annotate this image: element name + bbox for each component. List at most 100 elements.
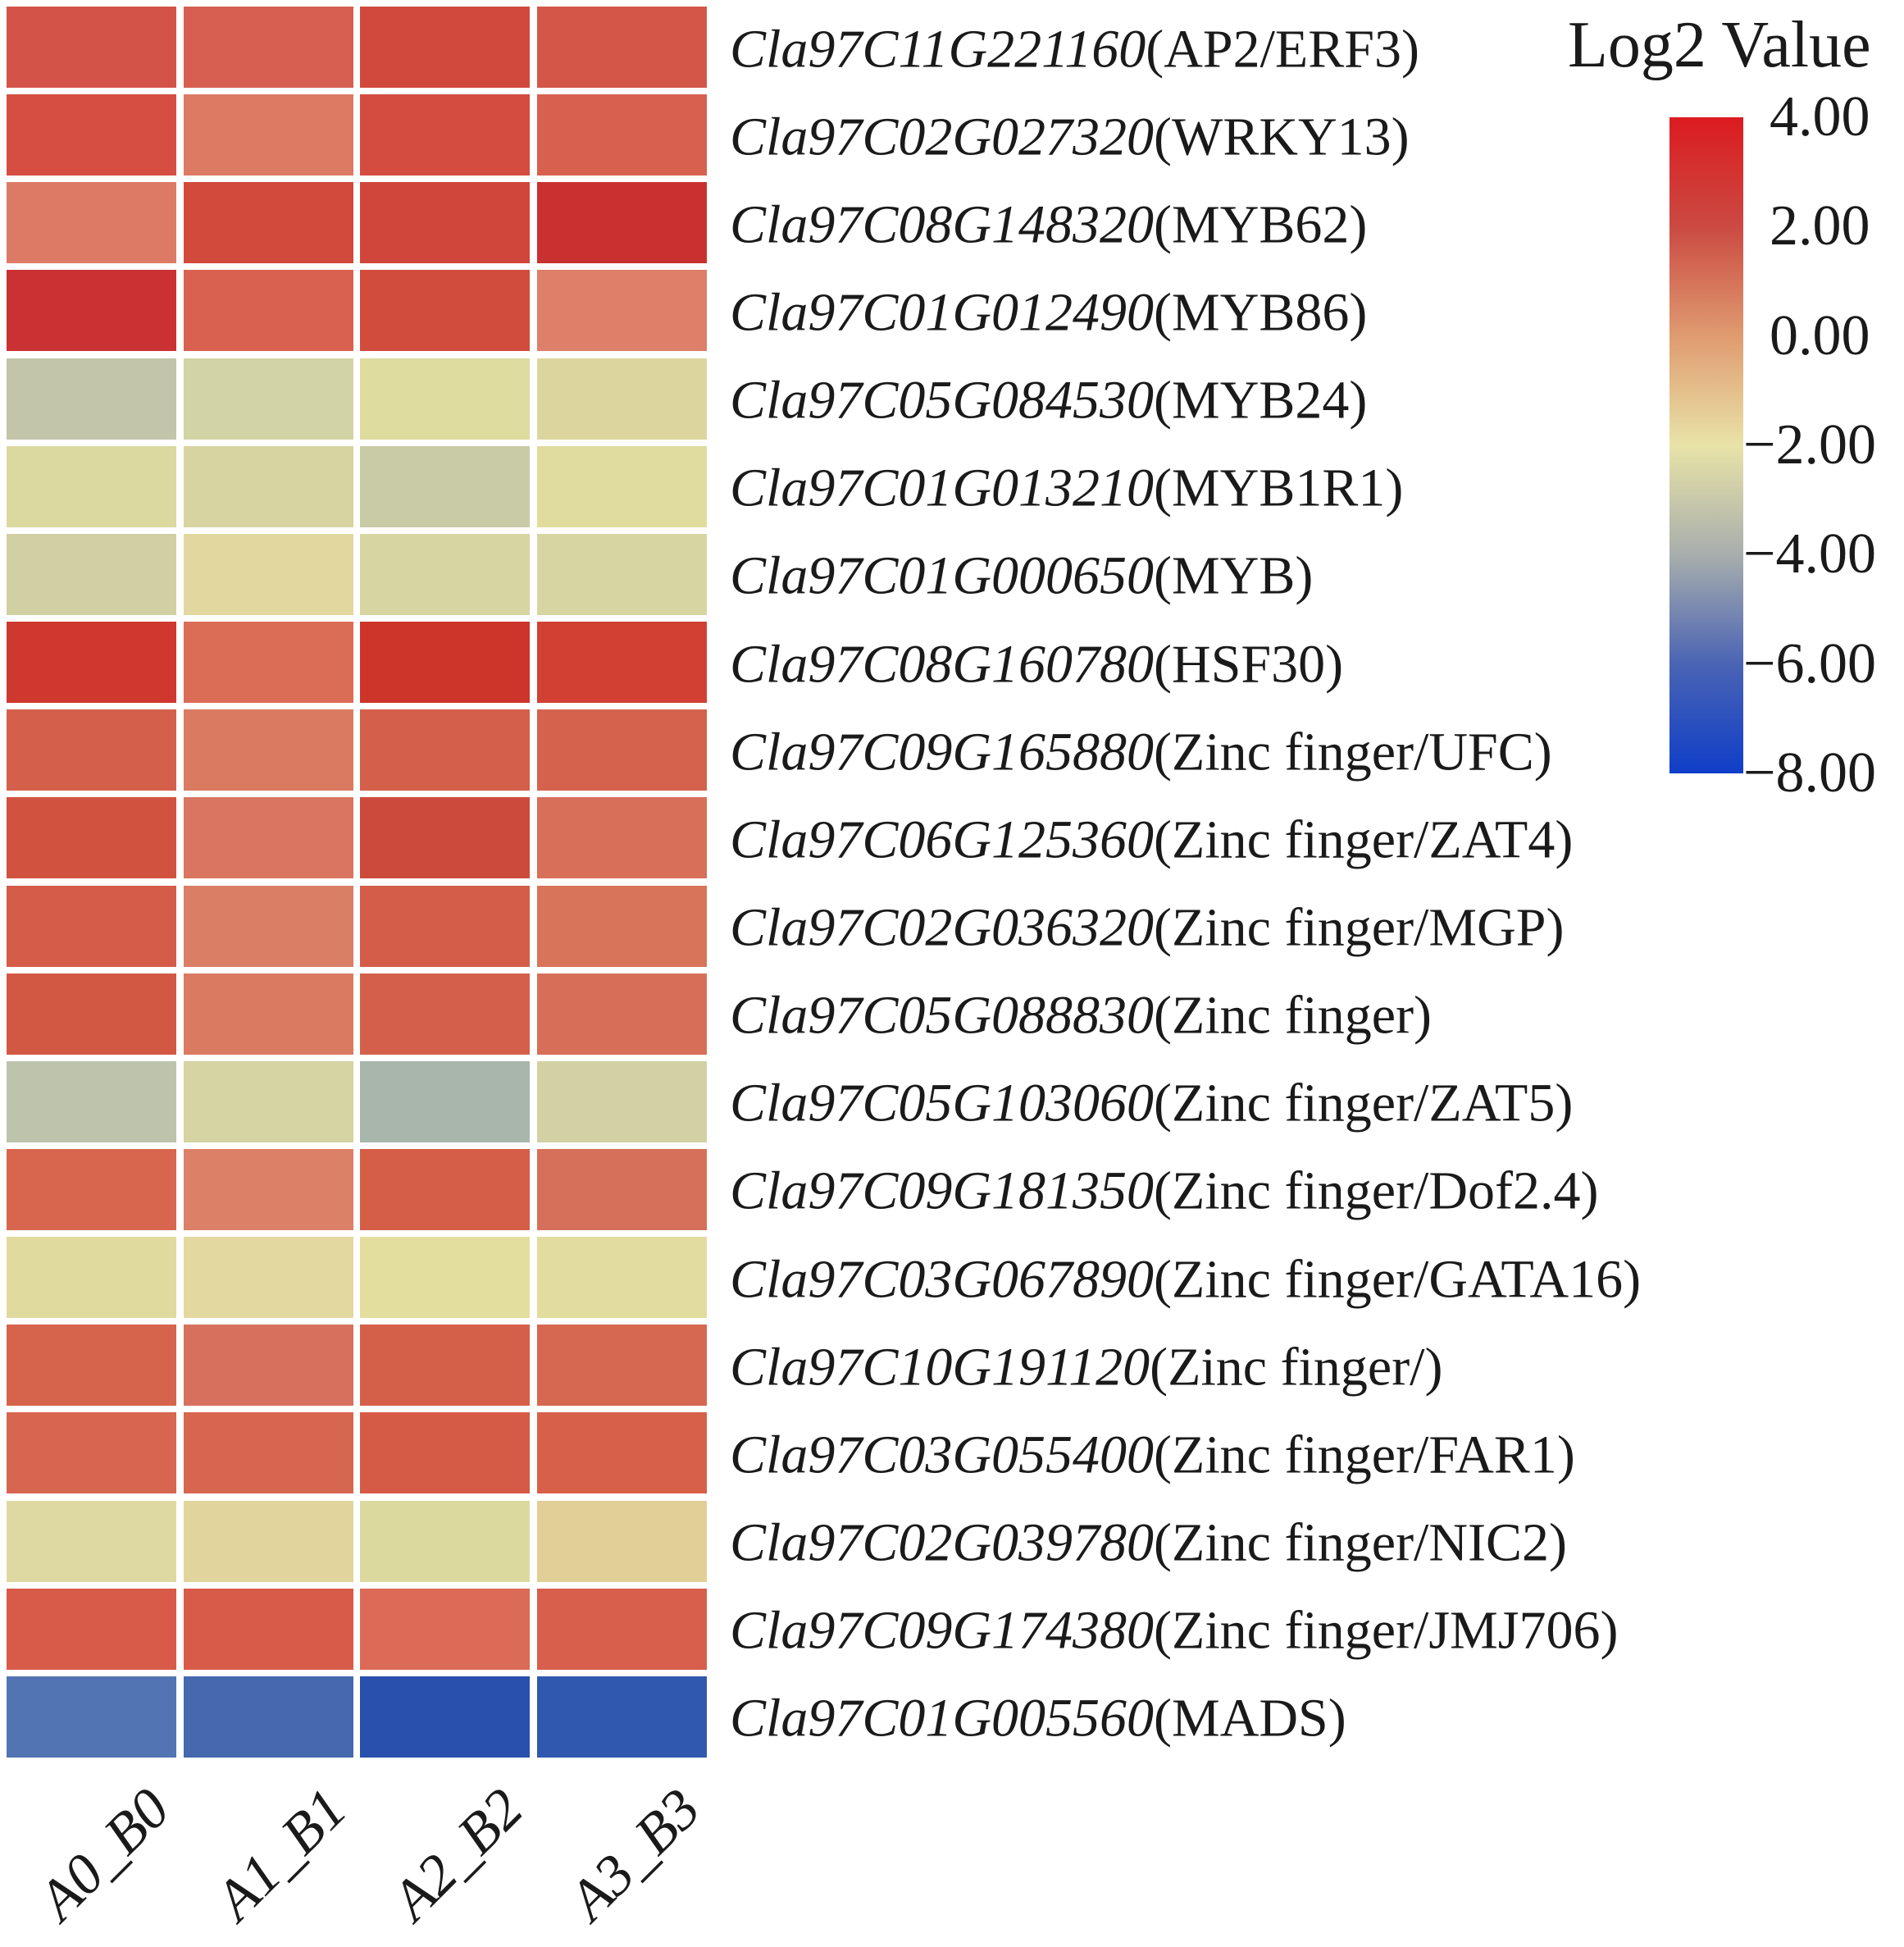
- row-label: Cla97C05G084530(MYB24): [730, 370, 1367, 432]
- gene-id: Cla97C09G165880: [730, 722, 1155, 782]
- gene-annotation: (Zinc finger/ZAT4): [1154, 809, 1574, 870]
- row-label: Cla97C11G221160(AP2/ERF3): [730, 18, 1419, 80]
- heatmap-cell: [7, 7, 176, 88]
- row-label: Cla97C09G174380(Zinc finger/JMJ706): [730, 1600, 1618, 1662]
- heatmap-cell: [7, 1588, 176, 1670]
- heatmap-cell: [183, 1676, 353, 1758]
- gene-id: Cla97C08G148320: [730, 194, 1155, 255]
- column-label: A1_B1: [203, 1776, 359, 1932]
- heatmap-cell: [360, 973, 531, 1055]
- heatmap-cell: [536, 709, 707, 791]
- heatmap-cell: [7, 797, 176, 879]
- legend-title: Log2 Value: [1568, 9, 1871, 81]
- gene-id: Cla97C03G067890: [730, 1249, 1155, 1310]
- heatmap-cell: [183, 182, 353, 264]
- colorbar-gradient: [1669, 117, 1743, 773]
- heatmap-cell: [536, 533, 707, 615]
- colorbar-tick-label: 2.00: [1770, 194, 1870, 258]
- gene-annotation: (Zinc finger/MGP): [1154, 897, 1565, 958]
- heatmap-cell: [183, 709, 353, 791]
- heatmap-cell: [7, 1676, 176, 1758]
- heatmap-cell: [360, 1588, 531, 1670]
- heatmap-cell: [183, 1588, 353, 1670]
- gene-annotation: (MYB62): [1154, 194, 1368, 255]
- heatmap-cell: [360, 182, 531, 264]
- heatmap-cell: [536, 1237, 707, 1319]
- gene-annotation: (Zinc finger/UFC): [1154, 722, 1552, 782]
- gene-id: Cla97C08G160780: [730, 634, 1155, 695]
- heatmap-cell: [7, 1060, 176, 1142]
- gene-annotation: (Zinc finger/JMJ706): [1154, 1600, 1619, 1661]
- row-label: Cla97C06G125360(Zinc finger/ZAT4): [730, 809, 1573, 871]
- heatmap-cell: [183, 358, 353, 440]
- heatmap-cell: [7, 622, 176, 704]
- row-label: Cla97C01G012490(MYB86): [730, 281, 1367, 344]
- heatmap-cell: [183, 885, 353, 967]
- colorbar-tick-label: 0.00: [1770, 303, 1870, 367]
- heatmap-cell: [183, 7, 353, 88]
- heatmap-cell: [7, 1412, 176, 1494]
- row-label: Cla97C09G165880(Zinc finger/UFC): [730, 721, 1552, 783]
- gene-id: Cla97C01G012490: [730, 282, 1155, 343]
- colorbar-tick-label: −8.00: [1743, 741, 1876, 805]
- column-label: A0_B0: [26, 1776, 182, 1932]
- gene-annotation: (MYB): [1154, 545, 1314, 606]
- heatmap-cell: [7, 182, 176, 264]
- heatmap-cell: [536, 358, 707, 440]
- heatmap-cell: [536, 1676, 707, 1758]
- heatmap-cell: [360, 1148, 531, 1230]
- heatmap-cell: [360, 1412, 531, 1494]
- heatmap-cell: [7, 1325, 176, 1407]
- row-label: Cla97C03G055400(Zinc finger/FAR1): [730, 1424, 1575, 1486]
- heatmap-cell: [536, 1588, 707, 1670]
- heatmap-cell: [7, 973, 176, 1055]
- heatmap-cell: [360, 709, 531, 791]
- colorbar-tick-label: −4.00: [1743, 522, 1876, 586]
- heatmap-cell: [536, 94, 707, 176]
- heatmap-cell: [360, 270, 531, 352]
- gene-annotation: (MYB24): [1154, 370, 1368, 431]
- heatmap-cell: [360, 445, 531, 527]
- gene-annotation: (AP2/ERF3): [1146, 18, 1419, 79]
- heatmap-cell: [360, 1676, 531, 1758]
- heatmap-cell: [360, 1060, 531, 1142]
- heatmap-cell: [183, 622, 353, 704]
- colorbar-tick-label: −6.00: [1743, 632, 1876, 695]
- row-label: Cla97C05G103060(Zinc finger/ZAT5): [730, 1073, 1573, 1135]
- gene-id: Cla97C02G036320: [730, 897, 1155, 958]
- heatmap-cell: [7, 1500, 176, 1582]
- heatmap-cell: [536, 622, 707, 704]
- heatmap-cell: [7, 1148, 176, 1230]
- gene-id: Cla97C01G005560: [730, 1688, 1155, 1749]
- row-label: Cla97C02G027320(WRKY13): [730, 106, 1410, 168]
- heatmap-cell: [536, 7, 707, 88]
- heatmap-cell: [360, 1237, 531, 1319]
- heatmap-cell: [183, 270, 353, 352]
- gene-id: Cla97C09G181350: [730, 1160, 1155, 1221]
- heatmap-cell: [536, 1060, 707, 1142]
- heatmap-cell: [183, 1148, 353, 1230]
- gene-annotation: (MADS): [1154, 1688, 1346, 1749]
- gene-id: Cla97C05G088830: [730, 985, 1155, 1046]
- gene-id: Cla97C10G191120: [730, 1337, 1150, 1398]
- heatmap-cell: [7, 709, 176, 791]
- heatmap-cell: [183, 533, 353, 615]
- row-label: Cla97C08G148320(MYB62): [730, 194, 1367, 256]
- colorbar-tick-label: −2.00: [1743, 413, 1876, 476]
- heatmap-cell: [360, 94, 531, 176]
- heatmap-cell: [536, 885, 707, 967]
- heatmap-cell: [360, 358, 531, 440]
- heatmap-cell: [536, 1412, 707, 1494]
- heatmap-cell: [7, 358, 176, 440]
- gene-id: Cla97C02G027320: [730, 107, 1155, 167]
- row-label: Cla97C05G088830(Zinc finger): [730, 985, 1432, 1047]
- row-label: Cla97C09G181350(Zinc finger/Dof2.4): [730, 1160, 1599, 1223]
- gene-annotation: (Zinc finger/ZAT5): [1154, 1073, 1574, 1133]
- gene-annotation: (Zinc finger): [1154, 985, 1433, 1046]
- row-label: Cla97C08G160780(HSF30): [730, 633, 1343, 695]
- heatmap-cell: [536, 797, 707, 879]
- row-label: Cla97C01G000650(MYB): [730, 545, 1313, 608]
- heatmap-cell: [536, 445, 707, 527]
- heatmap-cell: [183, 1412, 353, 1494]
